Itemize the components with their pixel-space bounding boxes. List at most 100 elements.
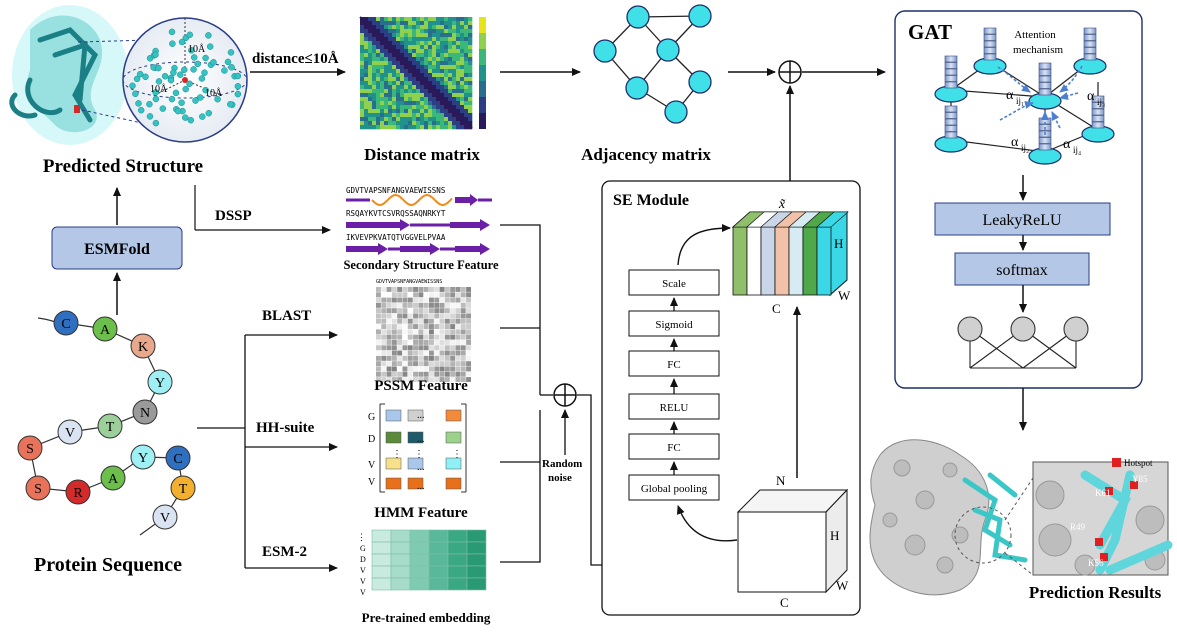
residue-node bbox=[132, 399, 158, 425]
output-node bbox=[1063, 316, 1089, 342]
alpha-1: α bbox=[1006, 88, 1014, 103]
pssm-header: GDVTVAPSNFANGVAEWISSNS bbox=[376, 279, 442, 285]
hmm-axis-3: V bbox=[368, 477, 376, 488]
alpha-4-sub: ij₄ bbox=[1073, 145, 1081, 155]
residue-node bbox=[170, 475, 196, 501]
blast-label: BLAST bbox=[262, 308, 311, 324]
gat-node bbox=[973, 27, 1007, 75]
hmm-axis-2: V bbox=[368, 460, 376, 471]
hmm-ellipsis-row2: ... bbox=[417, 462, 425, 473]
out-dim-w: W bbox=[838, 288, 851, 303]
se-output-cube: x̃ H W C bbox=[731, 197, 851, 316]
residue-node bbox=[100, 465, 126, 491]
residue-letter: A bbox=[108, 472, 119, 487]
residue-letter: T bbox=[179, 482, 188, 497]
embed-axis-2: V bbox=[360, 566, 366, 575]
gat-panel: GAT Attention mechanism α ij₁ α ij₂ bbox=[894, 10, 1143, 389]
residue-letter: Y bbox=[138, 451, 148, 466]
hotspot-res-0: K61 bbox=[1095, 488, 1111, 498]
in-dim-h: H bbox=[830, 528, 839, 543]
residue-letter: R bbox=[73, 486, 83, 501]
residue-letter: K bbox=[138, 340, 148, 355]
secondary-structure-feature: GDVTVAPSNFANGVAEWISSNS RSQAYKVTCSVRQSSAQ… bbox=[343, 186, 499, 272]
se-step-box bbox=[628, 269, 720, 296]
gat-node bbox=[1028, 62, 1062, 110]
residue-letter: V bbox=[160, 511, 170, 526]
hmm-label: HMM Feature bbox=[374, 505, 468, 521]
hhsuite-label: HH-suite bbox=[256, 420, 315, 436]
residue-letter: C bbox=[61, 317, 70, 332]
sphere-radius-top: 10Å bbox=[188, 43, 206, 55]
hmm-vdots-col2: ⋮ bbox=[452, 449, 462, 460]
residue-letter: T bbox=[106, 420, 115, 435]
in-dim-w: W bbox=[836, 578, 849, 593]
hmm-ellipsis-row3: ... bbox=[417, 481, 425, 492]
random-label: Random bbox=[542, 458, 582, 470]
hotspot-res-1: Y85 bbox=[1132, 474, 1148, 484]
prediction-results-panel: Hotspot K61 Y85 R49 K56 Prediction Resul… bbox=[869, 439, 1173, 602]
pretrained-embedding: ⋮ G D V V V Pre-trained embedding bbox=[357, 529, 491, 625]
dssp-label: DSSP bbox=[215, 208, 252, 224]
embed-axis-3: V bbox=[360, 577, 366, 586]
se-input-cube: N H W C bbox=[736, 473, 849, 610]
in-dim-c: C bbox=[780, 595, 789, 610]
residue-letter: S bbox=[26, 442, 34, 457]
residue-node bbox=[130, 444, 156, 470]
softmax-box bbox=[954, 252, 1090, 286]
sphere-radius-right: 10Å bbox=[205, 87, 223, 99]
prediction-results-label: Prediction Results bbox=[1029, 583, 1162, 602]
predicted-structure-label: Predicted Structure bbox=[43, 156, 203, 177]
hmm-axis-0: G bbox=[368, 412, 375, 423]
se-step-label: Global pooling bbox=[641, 483, 708, 495]
leakyrelu-label: LeakyReLU bbox=[982, 212, 1062, 229]
se-step-label: Sigmoid bbox=[655, 319, 693, 331]
residue-letter: N bbox=[140, 406, 150, 421]
embed-axis-0: G bbox=[360, 544, 366, 553]
esmfold-label: ESMFold bbox=[84, 241, 150, 258]
graph-node bbox=[656, 38, 680, 62]
graph-node bbox=[664, 100, 688, 124]
out-dim-c: C bbox=[772, 301, 781, 316]
neighborhood-sphere: 10Å 10Å 10Å bbox=[122, 17, 248, 143]
residue-letter: A bbox=[100, 323, 111, 338]
softmax-label: softmax bbox=[996, 262, 1048, 279]
se-step-box bbox=[628, 433, 720, 460]
esm2-label: ESM-2 bbox=[262, 544, 307, 560]
graph-node bbox=[688, 4, 712, 28]
in-dim-n: N bbox=[776, 473, 786, 488]
hmm-vdots-col1: ⋮ bbox=[414, 449, 424, 460]
residue-letter: C bbox=[173, 452, 182, 467]
se-step-label: FC bbox=[667, 442, 680, 454]
residue-node bbox=[53, 310, 79, 336]
concat-operator-features bbox=[553, 383, 577, 407]
ss-seq-row3: IKVEVPKVATQTVGGVELPVAA bbox=[346, 233, 446, 242]
graph-node bbox=[625, 76, 649, 100]
residue-letter: V bbox=[65, 426, 75, 441]
residue-node bbox=[25, 475, 51, 501]
x-tilde-label: x̃ bbox=[778, 197, 786, 212]
embed-vdots: ⋮ bbox=[357, 532, 366, 542]
adjacency-graph: Adjacency matrix bbox=[581, 4, 712, 164]
residue-node bbox=[165, 445, 191, 471]
residue-letter: Y bbox=[155, 376, 165, 391]
pssm-label: PSSM Feature bbox=[374, 378, 468, 394]
graph-node bbox=[593, 39, 617, 63]
output-node bbox=[957, 316, 983, 342]
hmm-ellipsis-row0: ... bbox=[417, 410, 425, 421]
gat-node bbox=[934, 105, 968, 153]
residue-node bbox=[92, 316, 118, 342]
residue-letter: S bbox=[34, 482, 42, 497]
graph-node bbox=[688, 70, 712, 94]
distance-condition-label: distance≤10Å bbox=[252, 51, 339, 67]
hmm-vdots-col0: ⋮ bbox=[392, 449, 402, 460]
predicted-structure-panel: 10Å 10Å 10Å Predicted Structure bbox=[9, 5, 248, 177]
concat-operator-top bbox=[778, 60, 802, 84]
se-step-label: FC bbox=[667, 359, 680, 371]
esmfold-box: ESMFold bbox=[51, 226, 183, 270]
se-step-label: Scale bbox=[662, 278, 686, 290]
residue-node bbox=[130, 333, 156, 359]
se-step-box bbox=[628, 393, 720, 420]
alpha-3-sub: ij₃ bbox=[1097, 97, 1105, 107]
distance-matrix-heatmap: Distance matrix bbox=[359, 16, 486, 164]
